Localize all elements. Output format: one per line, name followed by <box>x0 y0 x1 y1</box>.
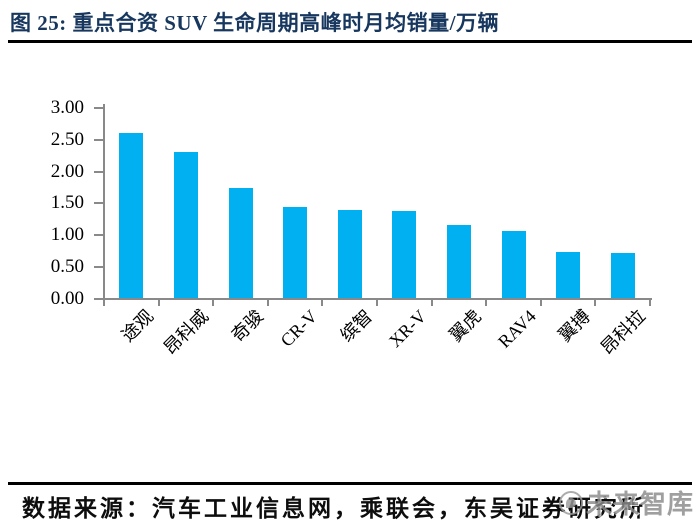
y-tick-label: 2.00 <box>50 160 84 182</box>
bar-缤智 <box>337 209 362 298</box>
x-category-label: 途观 <box>117 306 158 346</box>
watermark: 未来智库 <box>558 484 694 521</box>
y-tick-label: 1.00 <box>50 224 84 246</box>
x-tick-mark <box>266 299 269 306</box>
bar-CR-V <box>283 207 308 298</box>
watermark-logo-icon <box>558 490 583 515</box>
y-tick-mark <box>94 202 103 205</box>
x-category-label: 昂科威 <box>159 306 213 359</box>
x-category-label: 翼搏 <box>554 306 595 346</box>
x-tick-mark <box>485 299 488 306</box>
x-tick-mark <box>430 299 433 306</box>
footer-divider-rule <box>8 482 692 485</box>
x-category-label: 缤智 <box>336 306 376 346</box>
x-tick-mark <box>321 299 324 306</box>
y-tick-mark <box>94 170 103 173</box>
x-category-label: 翼虎 <box>445 306 486 346</box>
y-tick-mark <box>94 107 103 109</box>
data-source-text: 数据来源：汽车工业信息网，乘联会，东吴证券研究所 <box>22 496 646 521</box>
title-divider-rule <box>8 40 692 43</box>
figure-title: 图 25: 重点合资 SUV 生命周期高峰时月均销量/万辆 <box>10 11 499 35</box>
y-tick-label: 2.50 <box>50 128 84 150</box>
bar-奇骏 <box>228 187 253 298</box>
x-tick-mark <box>539 299 542 306</box>
y-tick-label: 0.50 <box>50 256 84 277</box>
x-category-label: CR-V <box>276 306 322 351</box>
y-tick-mark <box>94 266 103 268</box>
y-axis-line <box>103 104 105 300</box>
y-tick-mark <box>94 297 103 300</box>
bar-RAV4 <box>501 230 526 298</box>
bar-昂科拉 <box>610 253 635 298</box>
x-tick-mark <box>376 299 378 306</box>
bar-途观 <box>119 132 144 298</box>
bar-翼搏 <box>556 252 581 298</box>
bar-昂科威 <box>173 151 198 298</box>
x-category-label: 奇骏 <box>227 306 267 346</box>
y-tick-label: 0.00 <box>50 287 84 309</box>
watermark-text: 未来智库 <box>585 490 694 519</box>
x-tick-mark <box>157 299 160 306</box>
bar-chart: 3.00 2.50 2.00 1.50 1.00 0.50 0.00 途观 昂科威 奇骏 CR-V 缤… <box>50 97 652 359</box>
y-tick-label: 3.00 <box>50 97 84 118</box>
x-tick-mark <box>212 299 215 306</box>
y-tick-label: 1.50 <box>50 192 84 214</box>
bar-XR-V <box>392 210 417 298</box>
x-tick-mark <box>594 299 597 306</box>
bar-翼虎 <box>446 224 471 298</box>
x-tick-mark <box>103 299 105 306</box>
x-tick-mark <box>649 299 651 306</box>
x-category-label: XR-V <box>385 306 431 352</box>
x-category-label: 昂科拉 <box>596 306 649 359</box>
y-tick-mark <box>94 234 103 237</box>
x-category-label: RAV4 <box>493 306 540 352</box>
y-tick-mark <box>94 138 103 141</box>
